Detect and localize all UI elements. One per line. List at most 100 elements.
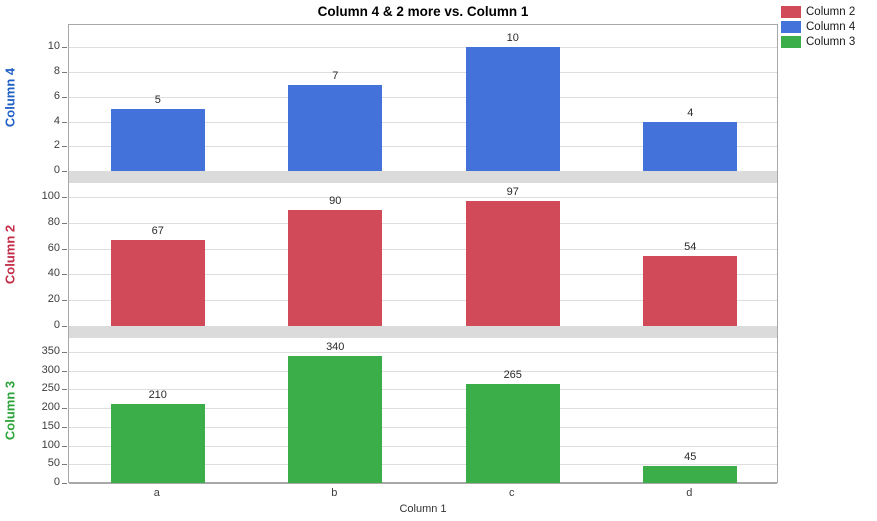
y-tick-mark	[62, 426, 67, 428]
y-tick-mark	[62, 146, 67, 148]
gridline	[69, 464, 777, 466]
y-tick-mark	[62, 72, 67, 74]
y-tick-label: 300	[41, 363, 60, 376]
gridline	[69, 47, 777, 49]
gridline	[69, 408, 777, 410]
y-tick-mark	[62, 171, 67, 172]
gridline	[69, 222, 777, 224]
chart-title: Column 4 & 2 more vs. Column 1	[317, 4, 529, 19]
bar-value-label: 90	[329, 195, 342, 208]
y-tick-label: 80	[47, 215, 60, 228]
bar-value-label: 45	[684, 451, 697, 464]
panel-column-2: 67 90 97 54	[69, 183, 777, 327]
bar-value-label: 54	[684, 241, 697, 254]
y-tick-mark	[62, 222, 67, 224]
gridline	[69, 96, 777, 98]
gridline	[69, 300, 777, 302]
bar-value-label: 340	[326, 340, 345, 353]
bar-column-4-c[interactable]	[465, 47, 560, 171]
y-tick-mark	[62, 389, 67, 391]
legend-label: Column 3	[806, 36, 856, 48]
y-tick-label: 0	[53, 319, 60, 331]
legend: Column 2 Column 4 Column 3	[781, 6, 855, 51]
plot-area-border	[68, 24, 778, 483]
bar-value-label: 10	[506, 32, 519, 45]
bar-column-4-d[interactable]	[643, 121, 738, 171]
bar-column-3-c[interactable]	[465, 383, 560, 483]
y-tick-mark	[62, 445, 67, 447]
legend-item-column-4[interactable]: Column 4	[781, 21, 855, 33]
y-tick-label: 2	[53, 139, 60, 152]
bar-value-label: 265	[503, 368, 522, 381]
y-axis-title-column-3: Column 3	[2, 380, 18, 440]
y-tick-label: 4	[53, 114, 60, 127]
y-tick-mark	[62, 47, 67, 49]
gridline	[69, 445, 777, 447]
y-tick-mark	[62, 300, 67, 302]
legend-label: Column 2	[806, 6, 856, 18]
y-tick-label: 20	[47, 293, 60, 306]
gridline	[69, 351, 777, 353]
gridline	[69, 426, 777, 428]
y-tick-label: 100	[41, 190, 60, 203]
legend-swatch-icon	[781, 36, 801, 48]
gridline	[69, 389, 777, 391]
y-tick-mark	[62, 248, 67, 250]
y-tick-label: 8	[53, 65, 60, 78]
y-tick-label: 6	[53, 89, 60, 102]
gridline	[69, 121, 777, 123]
bar-value-label: 5	[154, 94, 161, 107]
x-axis-title: Column 1	[399, 503, 447, 515]
y-tick-mark	[62, 464, 67, 466]
bar-value-label: 210	[148, 389, 167, 402]
gridline	[69, 370, 777, 372]
y-tick-label: 350	[41, 344, 60, 357]
bar-column-3-a[interactable]	[110, 404, 205, 483]
y-tick-label: 40	[47, 267, 60, 280]
y-tick-mark	[62, 197, 67, 199]
panel-separator-strip[interactable]	[69, 171, 777, 183]
bar-value-label: 4	[687, 106, 694, 119]
x-category-label-a: a	[153, 487, 160, 499]
gridline	[69, 146, 777, 148]
y-tick-mark	[62, 96, 67, 98]
bar-column-4-b[interactable]	[288, 84, 383, 171]
bar-column-2-b[interactable]	[288, 210, 383, 326]
bar-value-label: 97	[506, 186, 519, 199]
panel-separator-strip[interactable]	[69, 326, 777, 338]
y-tick-label: 100	[41, 438, 60, 451]
bar-column-4-a[interactable]	[110, 109, 205, 171]
y-tick-label: 250	[41, 382, 60, 395]
gridline	[69, 248, 777, 250]
y-tick-label: 50	[47, 457, 60, 470]
legend-swatch-icon	[781, 21, 801, 33]
bar-value-label: 67	[151, 224, 164, 237]
legend-label: Column 4	[806, 21, 856, 33]
y-tick-label: 0	[53, 476, 60, 488]
legend-item-column-2[interactable]: Column 2	[781, 6, 855, 18]
gridline	[69, 72, 777, 74]
bar-column-2-d[interactable]	[643, 256, 738, 326]
legend-item-column-3[interactable]: Column 3	[781, 36, 855, 48]
y-tick-label: 60	[47, 241, 60, 254]
bar-column-2-c[interactable]	[465, 201, 560, 326]
x-category-label-c: c	[509, 487, 515, 499]
y-tick-mark	[62, 408, 67, 410]
y-tick-mark	[62, 326, 67, 327]
y-tick-mark	[62, 370, 67, 372]
x-category-label-b: b	[331, 487, 338, 499]
y-tick-mark	[62, 351, 67, 353]
y-tick-mark	[62, 121, 67, 123]
panel-column-3: 210 340 265 45	[69, 338, 777, 484]
gridline	[69, 274, 777, 276]
y-axis-title-column-4: Column 4	[2, 67, 18, 127]
x-category-label-d: d	[686, 487, 693, 499]
y-axis-title-column-2: Column 2	[2, 224, 18, 284]
y-tick-mark	[62, 483, 67, 484]
legend-swatch-icon	[781, 6, 801, 18]
bar-column-3-b[interactable]	[288, 355, 383, 483]
y-tick-mark	[62, 274, 67, 276]
bar-column-3-d[interactable]	[643, 466, 738, 483]
bar-column-2-a[interactable]	[110, 239, 205, 326]
